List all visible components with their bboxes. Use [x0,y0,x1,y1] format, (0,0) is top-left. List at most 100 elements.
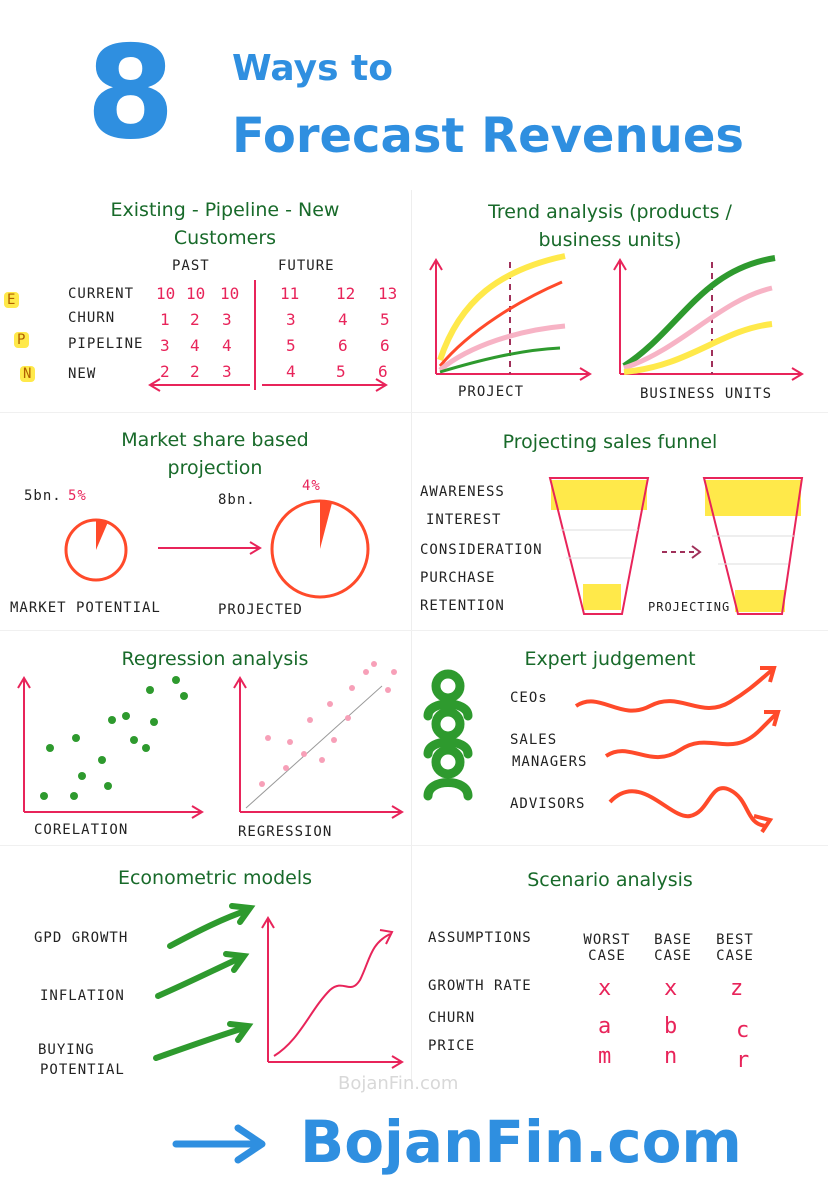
s1-cell: 2 [160,362,170,381]
s1-letter-e: E [4,292,20,308]
s3-label-right: PROJECTED [218,602,303,618]
s1-cell: 4 [338,310,348,329]
s4-projecting-label: PROJECTING [648,600,731,614]
s3-right-pct: 4% [302,478,321,494]
big-number-eight: 8 [86,19,176,168]
s8-cell: a [598,1014,612,1039]
s6-expert-managers: MANAGERS [512,754,588,770]
s8-col-base: BASE CASE [648,932,698,964]
s1-cell: 1 [160,310,170,329]
s2-title-line1: Trend analysis (products / [488,201,732,223]
s1-cell: 4 [190,336,200,355]
s8-col-worst-l2: CASE [588,948,626,964]
s8-cell: z [730,976,744,1001]
s1-cell: 13 [378,284,398,303]
s1-cell: 5 [286,336,296,355]
s4-title: Projecting sales funnel [502,431,718,453]
s1-cell: 6 [338,336,348,355]
s1-future-label: FUTURE [278,258,335,274]
s3-right-amount: 8bn. [218,492,256,508]
s1-row-label: CHURN [68,310,116,326]
s3-label-left: MARKET POTENTIAL [10,600,161,616]
footer-url[interactable]: BojanFin.com [300,1108,742,1176]
s1-row-label: PIPELINE [68,336,144,352]
s6-title: Expert judgement [524,648,696,670]
s8-row-growth: GROWTH RATE [428,978,532,994]
row-divider-2 [0,630,828,631]
title-line-1: Ways to [232,48,393,89]
s1-cell: 3 [222,362,232,381]
s1-cell: 2 [190,310,200,329]
s3-right-slice [320,501,332,549]
s3-left-pct: 5% [68,488,87,504]
s8-title: Scenario analysis [527,869,693,891]
s8-col-base-l1: BASE [654,932,692,948]
s1-past-label: PAST [172,258,210,274]
s4-stage-interest: INTEREST [426,512,502,528]
s8-col-base-l2: CASE [654,948,692,964]
s1-letter-p: P [14,332,30,348]
s7-input-potential: POTENTIAL [40,1062,125,1078]
s8-col-best-l2: CASE [716,948,754,964]
row-divider-3 [0,845,828,846]
s1-cell: 2 [190,362,200,381]
s1-cell: 10 [220,284,240,303]
s4-stage-awareness: AWARENESS [420,484,505,500]
s1-cell: 5 [380,310,390,329]
s6-expert-sales: SALES [510,732,558,748]
s1-cell: 11 [280,284,300,303]
s1-cell: 5 [336,362,346,381]
title-line-2: Forecast Revenues [232,108,744,164]
s1-title-line1: Existing - Pipeline - New [110,199,340,221]
s8-cell: m [598,1044,612,1069]
s6-expert-ceos: CEOs [510,690,548,706]
s1-title-line2: Customers [173,227,277,249]
s5-label-left: CORELATION [34,822,129,838]
s1-cell: 3 [222,310,232,329]
s3-left-amount: 5bn. [24,488,62,504]
s8-cell: c [736,1018,750,1043]
s4-stage-purchase: PURCHASE [420,570,496,586]
s8-col-best: BEST CASE [710,932,760,964]
s4-stage-consideration: CONSIDERATION [420,542,543,558]
s8-col-worst-l1: WORST [583,932,631,948]
s8-assumptions: ASSUMPTIONS [428,930,532,946]
s8-row-churn: CHURN [428,1010,476,1026]
people-icon [423,669,473,801]
s3-title-line2: projection [167,457,263,479]
s1-letter-n: N [20,366,36,382]
s1-cell: 4 [222,336,232,355]
s1-row-label: NEW [68,366,97,382]
s5-title: Regression analysis [121,648,309,670]
s3-left-slice [96,519,108,550]
s7-input-gdp: GPD GROWTH [34,930,129,946]
s1-cell: 6 [380,336,390,355]
s8-row-price: PRICE [428,1038,476,1054]
s2-label-left: PROJECT [458,384,525,400]
s7-input-buying: BUYING [38,1042,95,1058]
s8-cell: n [664,1044,678,1069]
s1-cell: 12 [336,284,356,303]
watermark: BojanFin.com [338,1073,459,1094]
s8-cell: x [598,976,612,1001]
s1-cell: 3 [286,310,296,329]
s3-title: Market share based projection [20,426,410,482]
s8-col-best-l1: BEST [716,932,754,948]
s2-title-line2: business units) [538,229,682,251]
s2-title: Trend analysis (products / business unit… [420,198,800,254]
s8-cell: x [664,976,678,1001]
s5-label-right: REGRESSION [238,824,333,840]
s1-cell: 3 [160,336,170,355]
row-divider-1 [0,412,828,413]
s1-row-label: CURRENT [68,286,135,302]
s8-col-worst: WORST CASE [580,932,634,964]
vertical-divider [411,190,412,1080]
s7-input-inflation: INFLATION [40,988,125,1004]
s1-cell: 6 [378,362,388,381]
s1-cell: 10 [156,284,176,303]
s1-cell: 10 [186,284,206,303]
s2-label-right: BUSINESS UNITS [640,386,773,402]
s4-stage-retention: RETENTION [420,598,505,614]
s1-cell: 4 [286,362,296,381]
s8-cell: b [664,1014,678,1039]
